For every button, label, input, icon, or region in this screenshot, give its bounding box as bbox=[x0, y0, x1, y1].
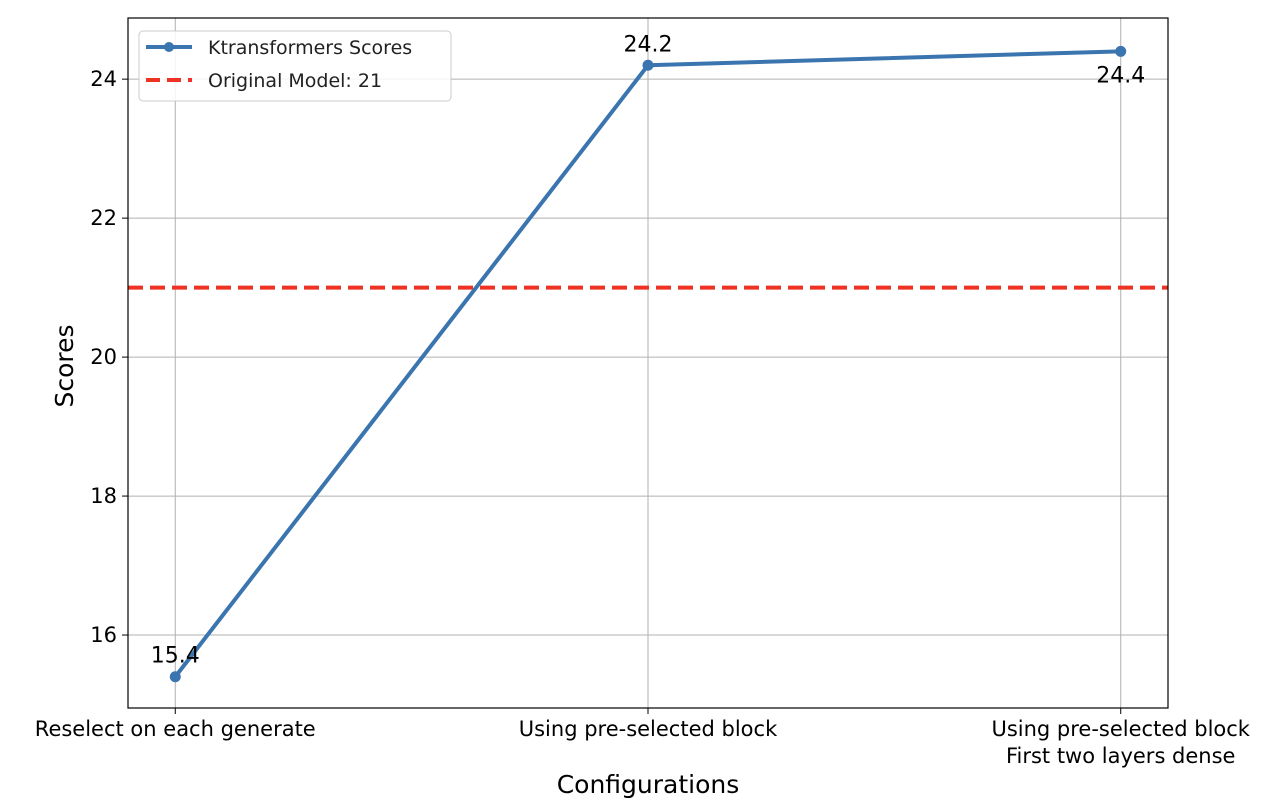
legend-marker-series bbox=[164, 42, 174, 52]
legend-label-reference: Original Model: 21 bbox=[208, 70, 382, 92]
plot-frame bbox=[127, 17, 1169, 709]
y-tick-label: 24 bbox=[90, 67, 117, 91]
x-axis-label: Configurations bbox=[557, 770, 740, 799]
y-tick-label: 16 bbox=[90, 623, 117, 647]
data-label: 15.4 bbox=[151, 644, 200, 669]
data-labels: 15.4 24.2 24.4 bbox=[151, 32, 1145, 668]
x-ticks: Reselect on each generate Using pre-selec… bbox=[35, 708, 1251, 768]
y-ticks: 16 18 20 22 24 bbox=[90, 67, 128, 647]
x-tick-label: Reselect on each generate bbox=[35, 717, 316, 741]
y-tick-label: 20 bbox=[90, 345, 117, 369]
grid bbox=[128, 18, 1168, 708]
series-group bbox=[169, 45, 1127, 683]
data-point bbox=[642, 59, 654, 71]
legend: Ktransformers Scores Original Model: 21 bbox=[138, 30, 452, 102]
x-tick-label: First two layers dense bbox=[1006, 744, 1236, 768]
y-axis-label: Scores bbox=[50, 324, 79, 407]
data-label: 24.2 bbox=[624, 32, 673, 57]
data-point bbox=[1115, 45, 1127, 57]
legend-box bbox=[138, 30, 452, 102]
x-tick-label: Using pre-selected block bbox=[519, 717, 778, 741]
legend-label-series: Ktransformers Scores bbox=[208, 37, 412, 59]
data-point bbox=[169, 671, 181, 683]
y-tick-label: 18 bbox=[90, 484, 117, 508]
x-tick-label: Using pre-selected block bbox=[991, 717, 1250, 741]
y-tick-label: 22 bbox=[90, 206, 117, 230]
data-label: 24.4 bbox=[1096, 63, 1145, 88]
